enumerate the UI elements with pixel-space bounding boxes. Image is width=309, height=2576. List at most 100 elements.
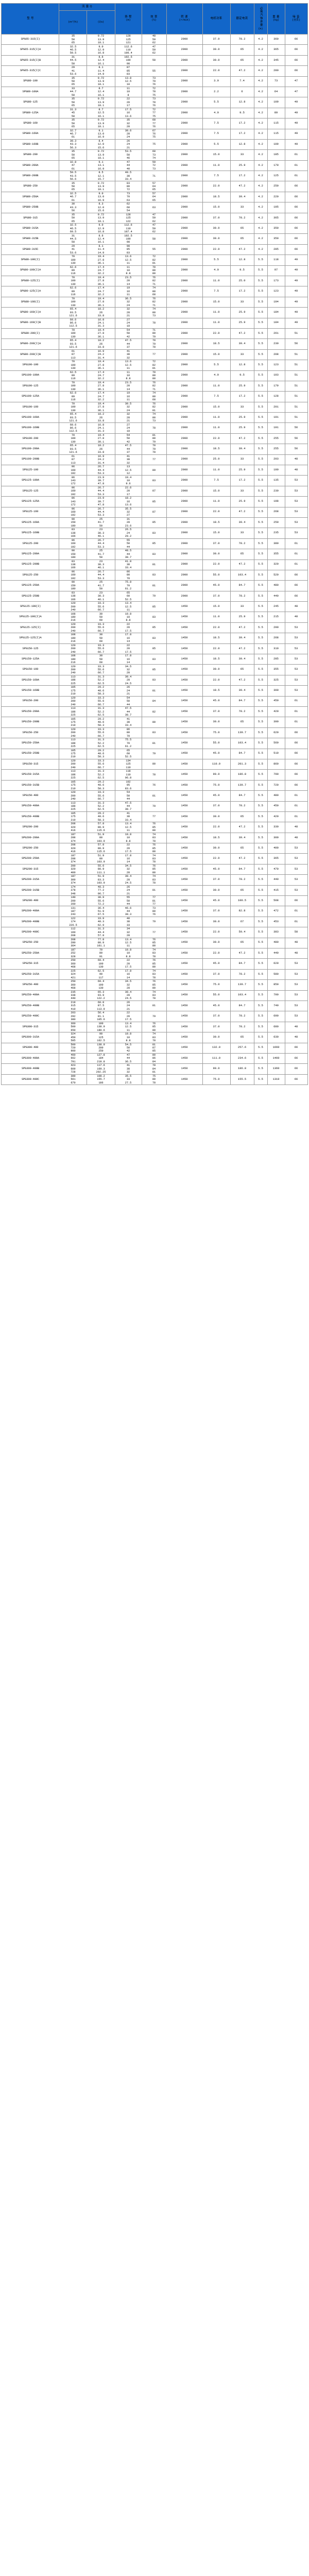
table-row: SPG150-125 120 200 240 33.3 55.6 66.7 22 20 17.5 8… <box>1 643 308 655</box>
cell-q-line: 100 <box>71 437 76 440</box>
cell-ls-line: 17.4 <box>97 286 105 290</box>
cell-h: 54 50 44 <box>114 696 142 707</box>
cell-eff-line <box>142 62 166 65</box>
cell-ls-line: 25 <box>99 518 103 521</box>
cell-wt: 345 <box>267 55 285 66</box>
cell-h-line: 52.5 <box>125 755 132 759</box>
cell-noise: 66 <box>284 590 308 602</box>
table-row: SPG100-200A 65.4 93.5 121.6 18.2 26 33.8 47.5 44… <box>1 444 308 455</box>
cell-q-line: 112.5 <box>69 430 77 433</box>
cell-pwr: 30.0 <box>202 55 231 66</box>
cell-ls: 51.9 80 103.9 <box>87 832 115 844</box>
cell-h-line: 17.5 <box>125 1018 132 1022</box>
cell-h-line: 10 <box>126 269 130 273</box>
cell-h-line: 125 <box>126 762 131 766</box>
cell-npsh: 5.5 <box>253 612 268 623</box>
cell-ls-line: 55.6 <box>97 899 105 903</box>
cell-h: 112.6 110 106.4 <box>114 44 142 56</box>
cell-q-line: 216 <box>71 660 76 664</box>
cell-ls: 29.2 48.6 58.3 <box>87 685 115 697</box>
cell-npsh: 5.5 <box>253 769 268 781</box>
cell-eff-line: 83 <box>152 615 156 619</box>
cell-q-line: 192 <box>71 577 76 580</box>
cell-ls-line: 62.5 <box>97 776 105 780</box>
cell-eff-line: 80 <box>152 374 156 377</box>
cell-q-line: 120 <box>71 665 76 668</box>
cell-q-line: 96 <box>71 538 75 542</box>
cell-h-line: 63 <box>126 198 130 202</box>
cell-h-line: 13.6 <box>125 255 132 259</box>
table-row: SPG125-160A 90 150 180 25 41.7 50 31 28 23.6 85 290… <box>1 517 308 529</box>
cell-ls-line: 17.4 <box>97 392 105 395</box>
cell-ls-line: 8.5 <box>98 171 104 175</box>
cell-wt: 355 <box>267 664 285 675</box>
cell-model: SPG250-250A <box>1 947 60 959</box>
cell-noise: 61 <box>284 559 308 570</box>
table-row: SPG125-250 96 160 192 26.7 44.4 53.3 86 80 70 83 29… <box>1 569 308 581</box>
cell-h: 31 28 23.6 <box>114 517 142 529</box>
cell-ls-line: 60.8 <box>97 1001 105 1005</box>
header-flow-m3h: (m³/h) <box>59 10 88 35</box>
cell-eff: 47 59 62 <box>141 223 167 234</box>
cell-npsh: 5.5 <box>253 422 268 434</box>
cell-pwr: 15.0 <box>202 401 231 413</box>
cell-noise: 51 <box>284 401 308 413</box>
cell-eff-line: 85 <box>152 1049 156 1053</box>
cell-npsh: 5.5 <box>253 475 268 486</box>
cell-wt: 790 <box>267 769 285 781</box>
cell-h-line: 28 <box>126 132 130 136</box>
header-flow-group: 流 量 Q <box>59 3 115 11</box>
cell-q: 360 500 650 <box>59 1021 88 1033</box>
cell-h-line: 50 <box>126 794 130 798</box>
cell-h-line: 28 <box>126 878 130 882</box>
cell-q: 35 50 65 <box>59 149 88 161</box>
cell-eff-line <box>142 325 166 328</box>
cell-eff-line: 71 <box>152 387 156 391</box>
cell-ls-line: 250 <box>98 1049 104 1053</box>
cell-pwr: 37.0 <box>202 590 231 602</box>
cell-noise: 53 <box>284 979 308 991</box>
cell-amp: 17.2 <box>230 475 254 486</box>
cell-q-line: 100 <box>71 332 76 335</box>
cell-eff: 71 <box>141 171 167 182</box>
cell-eff-line: 63 <box>152 206 156 209</box>
cell-q-line: 58 <box>71 93 75 97</box>
cell-h: 10.8 10 8.8 <box>114 612 142 623</box>
cell-eff-line: 80 <box>152 720 156 724</box>
cell-amp: 84.7 <box>230 958 254 970</box>
cell-ls: 9.1 13.0 16.9 <box>87 128 115 140</box>
cell-eff-line: 75 <box>152 135 156 139</box>
cell-pwr: 11.0 <box>202 275 231 287</box>
cell-q-line: 116 <box>71 293 76 297</box>
cell-eff-line: 75 <box>152 93 156 97</box>
cell-ls-line: 12.5 <box>97 111 105 115</box>
cell-npsh: 4.2 <box>253 233 268 245</box>
cell-rpm: 2900 <box>166 485 203 497</box>
cell-q-line: 105 <box>71 812 76 816</box>
cell-h-line: 20 <box>126 489 130 493</box>
cell-amp: 155.5 <box>230 1074 254 1086</box>
table-row: SPG80-200 35 50 65 9.72 13.9 18.1 53.5 50 46 60 73 7… <box>1 149 308 161</box>
cell-ls-line: 16.1 <box>97 241 105 244</box>
cell-ls-line: 30 <box>99 612 103 616</box>
cell-noise: 66 <box>284 223 308 234</box>
cell-ls-line: 52.2 <box>97 773 105 776</box>
cell-model: SPG250-315A <box>1 969 60 980</box>
cell-amp: 100.5 <box>230 895 254 907</box>
cell-eff-line: 83 <box>152 857 156 860</box>
cell-q-line: 130 <box>71 440 76 444</box>
cell-pwr: 22.0 <box>202 506 231 518</box>
cell-h-line: 20 <box>126 1014 130 1018</box>
cell-h-line: 128 <box>126 213 131 216</box>
cell-h: 87 85 83 <box>114 65 142 77</box>
cell-amp: 84.7 <box>230 748 254 759</box>
cell-noise: 61 <box>284 696 308 707</box>
cell-rpm: 2900 <box>166 338 203 350</box>
cell-q-line: 278 <box>71 889 76 892</box>
cell-eff: 78 <box>141 769 167 781</box>
cell-eff: 76 82 71 <box>141 296 167 308</box>
cell-rpm: 1450 <box>166 1074 203 1086</box>
cell-rpm: 2900 <box>166 559 203 570</box>
cell-amp: 50.4 <box>230 927 254 938</box>
cell-eff: 58 <box>141 55 167 66</box>
